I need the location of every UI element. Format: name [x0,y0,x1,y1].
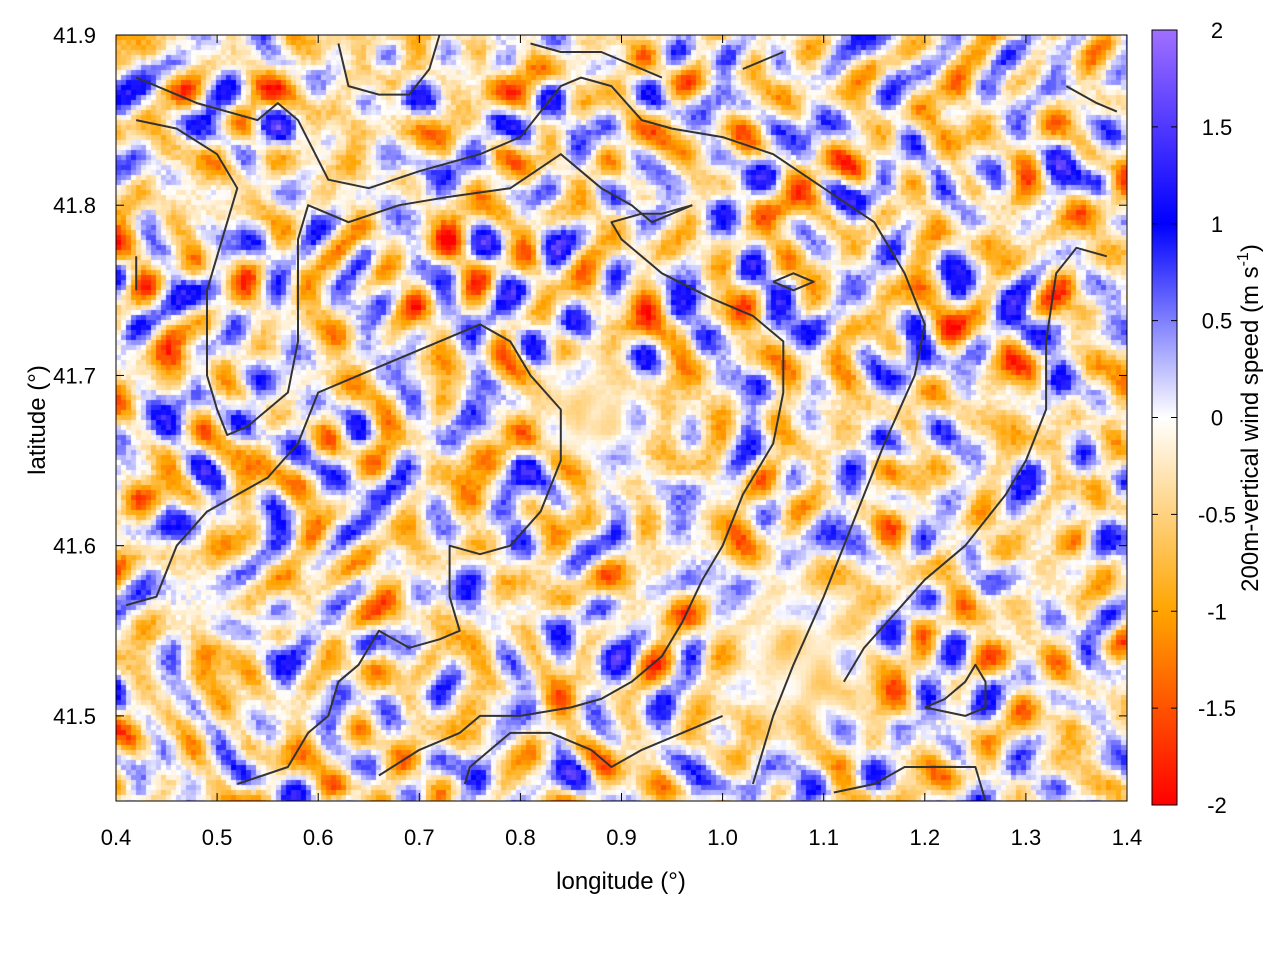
colorbar-tick-label: 2 [1211,18,1223,43]
contour-line [833,766,987,802]
colorbar-tick-label: 0 [1211,406,1223,431]
contour-line [772,272,815,292]
contour-line [135,76,926,785]
contour-line [125,323,562,785]
colorbar-label-main: 200m-vertical wind speed (m s [1237,266,1264,591]
y-axis-label: latitude (°) [24,365,51,475]
contour-line [924,663,987,717]
contour-line [378,204,785,777]
colorbar-label-close: ) [1237,244,1264,252]
contour-line [843,246,1108,683]
contour-line [337,34,441,96]
x-tick-label: 0.4 [101,825,132,850]
x-tick-label: 0.5 [202,825,233,850]
y-tick-label: 41.6 [53,534,96,559]
colorbar-tick-label: 0.5 [1202,309,1233,334]
x-tick-label: 1.4 [1112,825,1143,850]
contour-line [742,51,784,70]
x-tick-label: 0.9 [606,825,637,850]
contour-line [530,42,663,79]
contour-line [135,119,693,436]
colorbar-label: 200m-vertical wind speed (m s-1) [1235,244,1264,592]
x-tick-label: 1.0 [707,825,738,850]
y-axis: 41.5 41.6 41.7 41.8 41.9 [53,23,1127,729]
y-tick-label: 41.8 [53,193,96,218]
coastline-contours [125,34,1118,802]
y-tick-label: 41.7 [53,363,96,388]
x-axis: 0.4 0.5 0.6 0.7 0.8 0.9 1.0 1.1 1.2 1.3 1.4 [101,35,1143,850]
x-tick-label: 1.3 [1011,825,1042,850]
colorbar-tick-label: 1 [1211,212,1223,237]
x-tick-label: 0.7 [404,825,435,850]
colorbar-tick-label: -0.5 [1198,502,1236,527]
x-axis-label: longitude (°) [556,868,686,895]
colorbar-tick-label: -1.5 [1198,696,1236,721]
colorbar-tick-label: 1.5 [1202,115,1233,140]
colorbar-label-superscript: -1 [1235,252,1252,266]
colorbar-ticks: 2 1.5 1 0.5 0 -0.5 -1 -1.5 -2 [1152,18,1236,818]
colorbar-tick-label: -1 [1207,599,1227,624]
x-tick-label: 1.2 [910,825,941,850]
colorbar-tick-label: -2 [1207,793,1227,818]
contour-line [463,714,723,785]
y-tick-label: 41.9 [53,23,96,48]
y-tick-label: 41.5 [53,704,96,729]
contour-line [1065,85,1118,113]
heatmap-image [116,35,1127,801]
x-tick-label: 0.8 [505,825,536,850]
x-tick-label: 0.6 [303,825,334,850]
heatmap-field [116,35,1127,801]
x-tick-label: 1.1 [808,825,839,850]
